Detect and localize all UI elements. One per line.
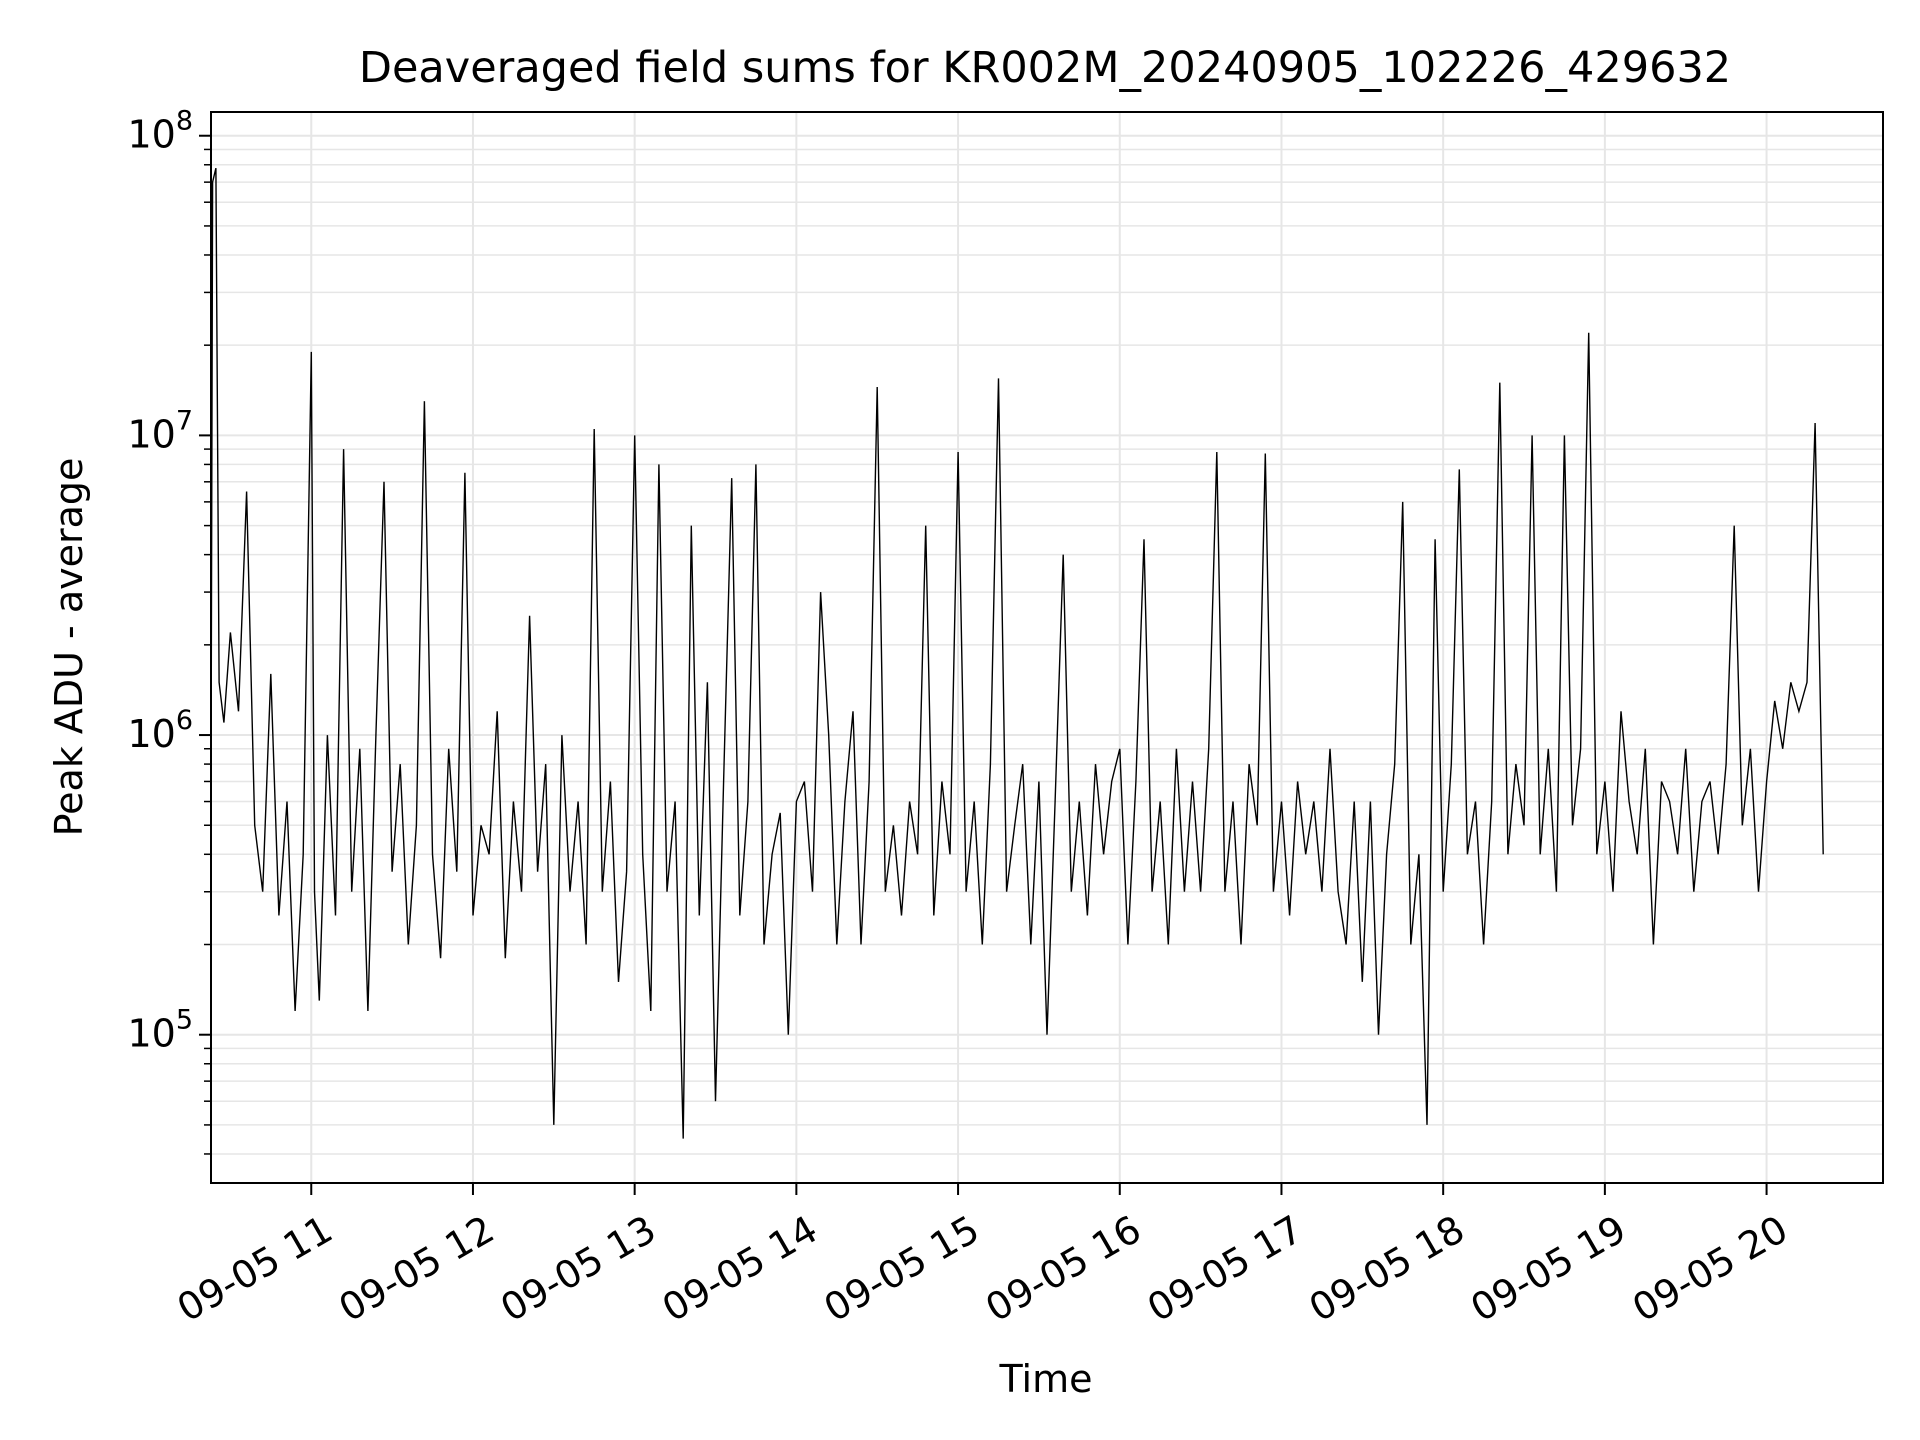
x-axis-label: Time bbox=[999, 1357, 1093, 1401]
y-tick-label: 105 bbox=[127, 1005, 193, 1056]
chart-title: Deaveraged field sums for KR002M_2024090… bbox=[359, 43, 1731, 93]
series-line-0 bbox=[210, 167, 1824, 1139]
series-layer bbox=[210, 167, 1824, 1139]
y-tick-label: 107 bbox=[127, 405, 193, 456]
y-tick-label: 108 bbox=[127, 106, 193, 157]
plot-frame bbox=[210, 111, 1884, 1184]
y-tick-label: 106 bbox=[127, 705, 193, 756]
y-axis-label: Peak ADU - average bbox=[47, 458, 91, 837]
